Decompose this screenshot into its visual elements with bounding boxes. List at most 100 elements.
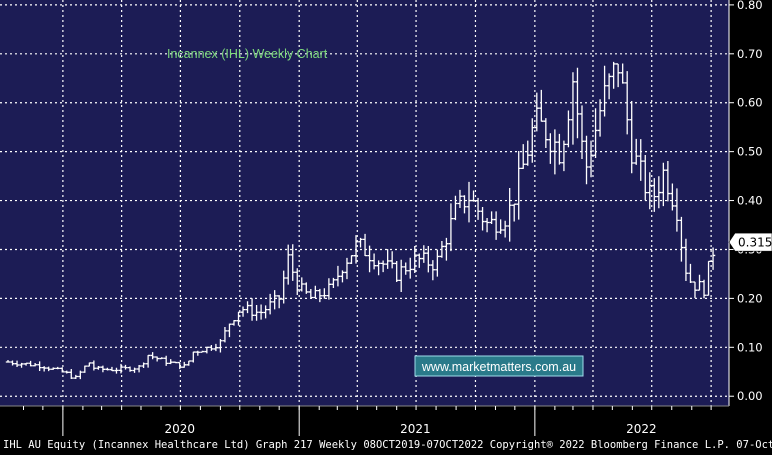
last-price-label: 0.315 xyxy=(738,236,772,250)
price-bar xyxy=(46,366,51,372)
price-bar xyxy=(168,359,173,365)
price-bar xyxy=(475,197,481,220)
price-bar xyxy=(426,246,431,273)
price-bar xyxy=(213,343,219,352)
price-bar xyxy=(272,290,277,310)
price-bar xyxy=(408,257,413,279)
y-tick-label: 0.50 xyxy=(737,145,763,159)
price-bar xyxy=(353,235,359,264)
price-bar xyxy=(299,277,304,292)
price-bar xyxy=(516,150,521,220)
price-bar xyxy=(64,370,69,374)
price-bar xyxy=(41,366,47,372)
price-bar xyxy=(286,244,291,285)
price-bar xyxy=(276,295,282,309)
price-bar xyxy=(82,365,88,373)
price-bar xyxy=(471,190,476,202)
price-bar xyxy=(629,100,634,174)
price-bar xyxy=(570,72,576,145)
price-bar xyxy=(507,188,512,242)
price-bar xyxy=(177,361,182,370)
x-year-label: 2020 xyxy=(164,422,195,436)
chart-title: Incannex (IHL) Weekly Chart xyxy=(167,47,328,61)
price-bar xyxy=(674,188,680,232)
price-bar xyxy=(136,365,142,373)
price-bar xyxy=(466,181,472,223)
price-bar xyxy=(73,374,78,379)
price-bar xyxy=(661,162,666,207)
plot-background xyxy=(0,0,729,406)
price-bar xyxy=(683,238,689,282)
price-bar xyxy=(710,247,716,270)
price-bar xyxy=(231,320,237,326)
price-bar xyxy=(376,260,381,276)
price-bar xyxy=(394,260,399,282)
y-tick-label: 0.20 xyxy=(737,291,763,305)
price-bar xyxy=(444,237,449,261)
price-bar xyxy=(530,118,535,163)
price-bar xyxy=(145,354,151,368)
price-bar xyxy=(412,245,417,274)
price-bar xyxy=(227,323,232,338)
price-bar xyxy=(173,361,178,364)
price-bar xyxy=(150,352,155,360)
price-bar xyxy=(222,326,228,343)
price-bar xyxy=(588,140,594,178)
price-bar xyxy=(60,367,65,373)
price-bar xyxy=(611,61,616,89)
x-year-label: 2021 xyxy=(400,422,431,436)
price-bar xyxy=(5,360,11,363)
price-bar xyxy=(697,274,702,291)
price-bar xyxy=(457,189,463,209)
price-bar xyxy=(23,362,29,366)
watermark: www.marketmatters.com.au xyxy=(414,355,584,377)
price-bar xyxy=(249,298,255,321)
price-bar xyxy=(385,249,390,269)
price-bar xyxy=(109,366,115,372)
price-bar xyxy=(28,360,33,367)
price-bar xyxy=(344,257,350,280)
price-bar xyxy=(254,304,259,321)
price-bar xyxy=(32,363,38,367)
price-bar xyxy=(186,360,191,366)
price-bar xyxy=(326,278,332,300)
price-bar xyxy=(399,259,404,293)
price-bar xyxy=(331,277,336,289)
price-bar xyxy=(263,305,268,319)
price-bar xyxy=(380,260,386,273)
price-bar xyxy=(624,71,630,135)
y-tick-label: 0.60 xyxy=(737,96,763,110)
price-bar xyxy=(615,63,621,88)
price-bar xyxy=(584,135,589,185)
y-tick-label: 0.80 xyxy=(737,0,763,12)
price-bar xyxy=(647,172,652,210)
price-bar xyxy=(367,245,372,273)
price-bar xyxy=(123,364,128,370)
price-bar xyxy=(335,265,341,287)
price-bar xyxy=(132,367,137,373)
price-bar xyxy=(105,367,110,371)
price-bar xyxy=(593,108,598,159)
price-bar xyxy=(688,263,693,284)
price-bar xyxy=(240,306,246,317)
ohlc-bars xyxy=(5,61,716,380)
price-bar xyxy=(371,253,377,270)
price-bar xyxy=(55,366,60,370)
price-bar xyxy=(670,183,675,211)
price-bar xyxy=(159,357,164,360)
price-bar xyxy=(87,362,92,367)
price-bar xyxy=(317,288,323,303)
last-price-marker: 0.315 xyxy=(728,232,772,252)
y-tick-label: 0.00 xyxy=(737,389,763,403)
price-bar xyxy=(620,63,625,84)
price-bar xyxy=(665,160,671,202)
price-bar xyxy=(638,139,643,181)
price-bar xyxy=(602,65,607,117)
price-bar xyxy=(322,288,327,299)
price-bar xyxy=(281,270,286,304)
price-bar xyxy=(313,285,318,299)
price-bar xyxy=(340,270,345,283)
price-bar xyxy=(548,133,553,164)
price-bar xyxy=(69,369,74,379)
price-bar xyxy=(10,360,15,366)
